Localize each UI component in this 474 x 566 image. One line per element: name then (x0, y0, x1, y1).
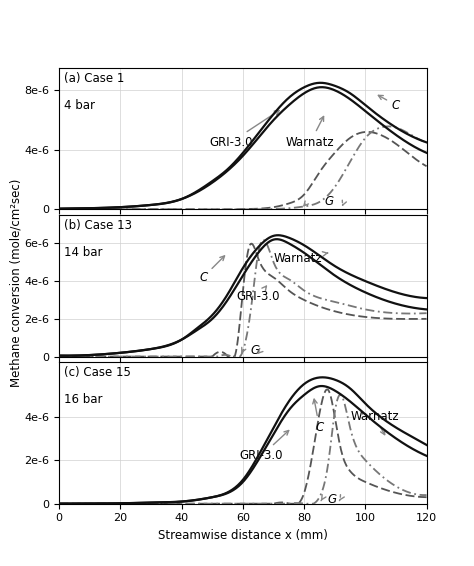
Text: Methane conversion (mole/cm²sec): Methane conversion (mole/cm²sec) (9, 179, 22, 387)
Text: C: C (313, 399, 324, 434)
Text: (c) Case 15: (c) Case 15 (64, 367, 131, 379)
Text: C: C (378, 95, 400, 112)
Text: GRI-3.0: GRI-3.0 (209, 110, 279, 149)
Text: G: G (327, 493, 336, 506)
Text: Warnatz: Warnatz (286, 117, 335, 149)
Text: G: G (251, 345, 260, 357)
Text: 14 bar: 14 bar (64, 246, 102, 259)
Text: Warnatz: Warnatz (350, 410, 399, 435)
Text: GRI-3.0: GRI-3.0 (239, 431, 289, 462)
Text: (a) Case 1: (a) Case 1 (64, 72, 124, 85)
Text: C: C (199, 256, 225, 284)
Text: (b) Case 13: (b) Case 13 (64, 219, 132, 232)
Text: G: G (324, 195, 333, 208)
Text: 4 bar: 4 bar (64, 99, 95, 112)
Text: GRI-3.0: GRI-3.0 (237, 286, 280, 303)
Text: 16 bar: 16 bar (64, 393, 102, 406)
X-axis label: Streamwise distance x (mm): Streamwise distance x (mm) (158, 529, 328, 542)
Text: Warnatz: Warnatz (273, 252, 328, 265)
